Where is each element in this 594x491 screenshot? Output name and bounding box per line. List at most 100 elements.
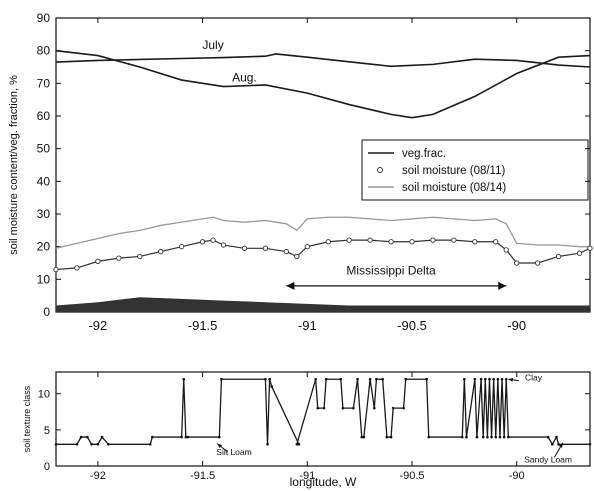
annotation: Silt Loam — [216, 447, 251, 457]
data-point-soil-texture — [96, 443, 100, 446]
data-point-soil-moisture-0811 — [294, 253, 300, 260]
series-line-soil-moisture-0814 — [55, 216, 590, 249]
data-point-soil-texture — [266, 443, 269, 446]
data-point-soil-moisture-0811 — [210, 237, 216, 243]
data-point-soil-moisture-0811 — [346, 237, 352, 243]
data-point-soil-moisture-0811 — [472, 239, 478, 245]
data-point-soil-moisture-0811 — [493, 239, 499, 245]
data-point-soil-moisture-0811 — [137, 253, 143, 260]
legend-label: soil moisture (08/11) — [402, 165, 505, 177]
bottom-chart-frame — [55, 371, 591, 467]
data-point-soil-texture — [504, 377, 508, 381]
data-point-soil-moisture-0811 — [555, 253, 562, 260]
y-tick-label: 20 — [37, 240, 51, 254]
bottom-x-axis-label: longitude, W — [290, 475, 357, 489]
data-point-soil-moisture-0811 — [587, 245, 593, 251]
data-point-soil-texture — [100, 435, 104, 439]
data-point-soil-texture — [494, 435, 498, 439]
annotation: Sandy Loam — [524, 454, 572, 464]
y-tick-label: 0 — [43, 305, 50, 319]
data-point-soil-texture — [339, 377, 343, 381]
data-point-soil-texture — [148, 443, 152, 446]
data-point-soil-texture — [54, 443, 58, 446]
data-point-soil-texture — [507, 435, 510, 439]
legend-label: veg.frac. — [402, 148, 446, 160]
data-point-soil-texture — [496, 377, 500, 381]
data-point-soil-texture — [341, 406, 345, 410]
y-tick-label: 70 — [37, 76, 51, 90]
data-point-soil-texture — [316, 406, 320, 410]
data-point-soil-texture — [295, 443, 299, 446]
veg-fraction-bar-fill — [56, 297, 590, 312]
data-point-soil-texture — [391, 406, 395, 410]
data-point-soil-moisture-0811 — [178, 244, 185, 250]
y-tick-label: 0 — [44, 461, 50, 473]
x-tick-label: -91.5 — [190, 470, 215, 482]
data-point-soil-texture — [184, 435, 188, 439]
legend-marker-soil-moisture-0811 — [377, 167, 383, 173]
data-point-soil-moisture-0811 — [367, 237, 373, 243]
data-point-soil-moisture-0811 — [388, 239, 394, 245]
data-point-soil-texture — [151, 435, 154, 439]
data-point-soil-moisture-0811 — [53, 266, 59, 273]
y-tick-label: 60 — [37, 109, 51, 123]
data-point-soil-texture — [220, 377, 223, 381]
data-point-soil-texture — [502, 435, 506, 439]
x-tick-label: -91 — [298, 318, 317, 333]
x-tick-label: -90 — [509, 470, 525, 482]
data-point-soil-moisture-0811 — [158, 248, 164, 255]
data-point-soil-texture — [427, 435, 431, 439]
data-point-soil-texture — [473, 377, 477, 381]
annotation: July — [202, 38, 223, 52]
data-point-soil-moisture-0811 — [74, 265, 80, 271]
data-point-soil-moisture-0811 — [534, 260, 541, 266]
arrowhead-right-icon — [498, 281, 507, 290]
series-line-soil-moisture-0811 — [55, 239, 591, 271]
data-point-soil-texture — [500, 377, 504, 381]
y-tick-label: 10 — [37, 272, 51, 286]
data-point-soil-texture — [385, 435, 389, 439]
data-point-soil-texture — [218, 435, 221, 439]
data-point-soil-texture — [460, 435, 464, 439]
y-tick-label: 80 — [37, 44, 51, 58]
data-point-soil-texture — [463, 377, 466, 381]
x-tick-label: -90.5 — [399, 470, 424, 482]
annotation: Aug. — [232, 71, 257, 85]
bottom-chart: soil texture class longitude, W -92 -91.5… — [22, 371, 592, 489]
data-point-soil-texture — [498, 435, 502, 439]
top-legend: veg.frac. soil moisture (08/11) soil moist… — [361, 139, 589, 201]
data-point-soil-texture — [352, 406, 355, 410]
data-point-soil-texture — [90, 443, 93, 446]
annotation: Clay — [525, 373, 543, 383]
x-tick-label: -92 — [88, 318, 107, 333]
data-point-soil-texture — [360, 435, 364, 439]
series-line-july — [55, 53, 591, 68]
data-point-soil-texture — [375, 377, 378, 381]
data-point-soil-texture — [486, 435, 489, 439]
data-point-soil-moisture-0811 — [304, 244, 310, 250]
data-point-soil-texture — [264, 377, 267, 381]
y-tick-label: 5 — [44, 425, 50, 437]
data-point-soil-texture — [557, 443, 560, 446]
x-tick-label: -92 — [90, 470, 106, 482]
y-tick-label: 50 — [37, 142, 51, 156]
arrowhead-icon — [217, 443, 223, 448]
y-tick-label: 40 — [37, 174, 51, 188]
data-point-soil-moisture-0811 — [199, 239, 206, 245]
data-point-soil-texture — [368, 377, 372, 381]
data-point-soil-texture — [465, 435, 468, 439]
data-point-soil-texture — [488, 377, 491, 381]
data-point-soil-moisture-0811 — [503, 247, 509, 253]
data-point-soil-moisture-0811 — [409, 239, 415, 245]
data-point-soil-texture — [479, 377, 483, 381]
data-point-soil-texture — [314, 377, 317, 381]
data-point-soil-moisture-0811 — [95, 258, 101, 265]
data-point-soil-texture — [389, 435, 393, 439]
top-y-axis-label: soil moisture content/veg. fraction, % — [8, 75, 20, 255]
data-point-soil-moisture-0811 — [514, 260, 520, 266]
data-point-soil-texture — [86, 435, 89, 439]
data-point-soil-texture — [551, 443, 554, 446]
y-tick-label: 90 — [37, 11, 51, 25]
x-tick-label: -90 — [507, 318, 526, 333]
arrowhead-icon — [558, 442, 563, 448]
